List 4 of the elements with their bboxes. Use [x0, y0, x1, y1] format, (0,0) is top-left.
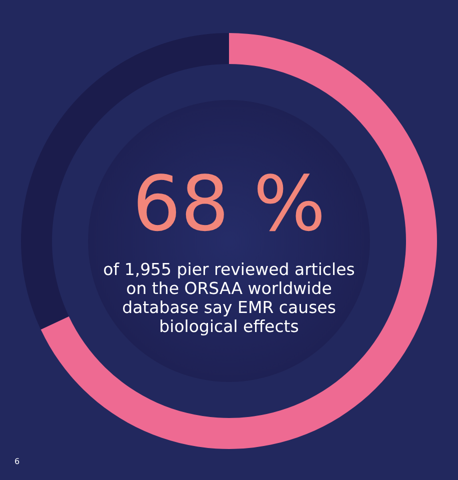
text: 6	[14, 457, 20, 466]
text: of 1,955 pier reviewed articles on the ORSAA worldwide database say EMR causes biological effects	[103, 260, 355, 336]
data-label: 68 %	[132, 159, 326, 248]
donut-slice	[40, 33, 437, 449]
